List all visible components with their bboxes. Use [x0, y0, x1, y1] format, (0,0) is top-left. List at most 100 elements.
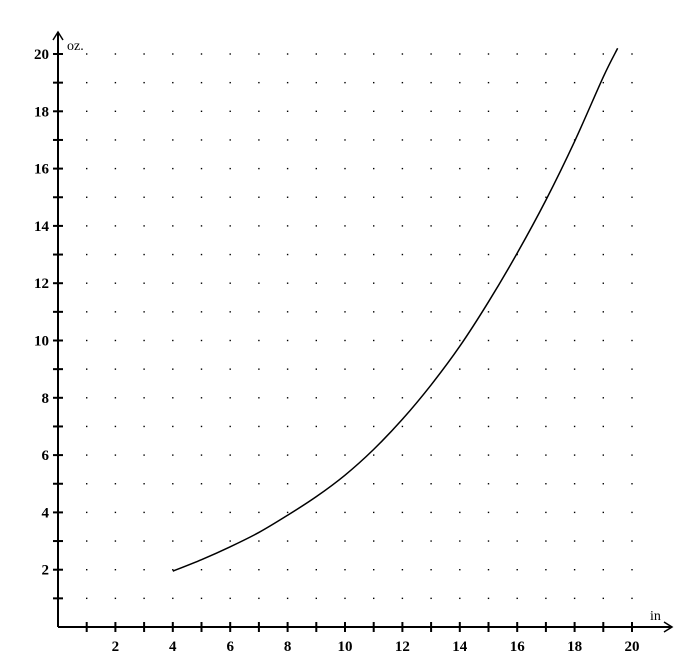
grid-dot	[229, 339, 231, 342]
grid-dot	[172, 139, 174, 141]
grid-dot	[631, 81, 633, 84]
grid-dot	[143, 483, 145, 485]
grid-dot	[545, 339, 547, 342]
grid-dot	[286, 139, 289, 141]
grid-dot	[315, 339, 317, 342]
grid-dot	[143, 196, 145, 198]
grid-dot	[516, 139, 518, 141]
grid-dot	[573, 225, 576, 227]
grid-dot	[516, 368, 518, 370]
grid-dot	[631, 540, 633, 542]
grid-dot	[459, 339, 461, 342]
grid-dot	[86, 282, 88, 284]
grid-dot	[143, 253, 145, 256]
grid-dot	[344, 282, 346, 284]
grid-dot	[573, 368, 576, 370]
grid-dot	[516, 81, 518, 84]
grid-dot	[373, 483, 375, 485]
grid-dot	[631, 368, 633, 370]
grid-dot	[631, 483, 633, 485]
grid-dot	[516, 225, 518, 227]
grid-dot	[258, 425, 260, 428]
grid-dot	[258, 339, 260, 342]
grid-dot	[487, 167, 490, 170]
grid-dot	[516, 196, 518, 198]
grid-dot	[286, 253, 289, 256]
x-tick-label: 14	[452, 639, 468, 655]
x-axis-label: in	[650, 609, 661, 624]
grid-dot	[545, 110, 547, 112]
grid-dot	[373, 196, 375, 198]
grid-dot	[401, 397, 404, 399]
grid-dot	[286, 282, 289, 284]
grid-dot	[545, 225, 547, 227]
grid-dot	[373, 540, 375, 542]
grid-dot	[172, 282, 174, 284]
grid-dot	[143, 167, 145, 170]
grid-dot	[286, 368, 289, 370]
grid-dot	[401, 167, 404, 170]
grid-dot	[114, 368, 117, 370]
grid-dot	[258, 511, 260, 514]
y-axis-arrow	[52, 30, 64, 41]
grid-dot	[487, 139, 490, 141]
grid-dot	[459, 282, 461, 284]
grid-dot	[401, 196, 404, 198]
grid-dot	[258, 569, 260, 571]
grid-dot	[373, 454, 375, 456]
grid-dot	[114, 53, 117, 55]
grid-dot	[631, 397, 633, 399]
grid-dot	[172, 397, 174, 399]
grid-dot	[200, 282, 203, 284]
grid-dot	[200, 397, 203, 399]
grid-dot	[114, 139, 117, 141]
grid-dot	[344, 569, 346, 571]
grid-dot	[172, 81, 174, 84]
grid-dot	[573, 339, 576, 342]
grid-dot	[487, 540, 490, 542]
grid-dot	[172, 368, 174, 370]
x-tick-label: 4	[169, 639, 177, 655]
grid-dot	[143, 540, 145, 542]
grid-dot	[229, 196, 231, 198]
grid-dot	[114, 597, 117, 600]
grid-dot	[401, 311, 404, 313]
grid-dot	[200, 110, 203, 112]
grid-dot	[86, 225, 88, 227]
grid-dot	[631, 454, 633, 456]
grid-dot	[200, 454, 203, 456]
y-tick-label: 16	[34, 162, 50, 178]
grid-dot	[143, 597, 145, 600]
grid-dot	[114, 110, 117, 112]
grid-dot	[315, 110, 317, 112]
grid-dot	[459, 597, 461, 600]
grid-dot	[286, 540, 289, 542]
grid-dot	[545, 483, 547, 485]
grid-dot	[172, 339, 174, 342]
grid-dot	[344, 540, 346, 542]
grid-dot	[516, 397, 518, 399]
grid-dot	[200, 511, 203, 514]
grid-dot	[545, 139, 547, 141]
grid-dot	[258, 253, 260, 256]
grid-dot	[487, 225, 490, 227]
grid-dot	[373, 167, 375, 170]
grid-dot	[258, 311, 260, 313]
grid-dot	[229, 311, 231, 313]
grid-dot	[114, 569, 117, 571]
grid-dot	[401, 110, 404, 112]
grid-dot	[258, 597, 260, 600]
grid-dot	[373, 368, 375, 370]
y-tick-label: 18	[34, 104, 49, 120]
grid-dot	[401, 454, 404, 456]
grid-dot	[631, 253, 633, 256]
x-tick-label: 16	[510, 639, 526, 655]
grid-dot	[487, 253, 490, 256]
ticks	[53, 53, 633, 632]
grid-dot	[172, 597, 174, 600]
grid-dot	[602, 511, 604, 514]
grid-dot	[631, 196, 633, 198]
grid-dot	[172, 253, 174, 256]
grid-dot	[229, 225, 231, 227]
